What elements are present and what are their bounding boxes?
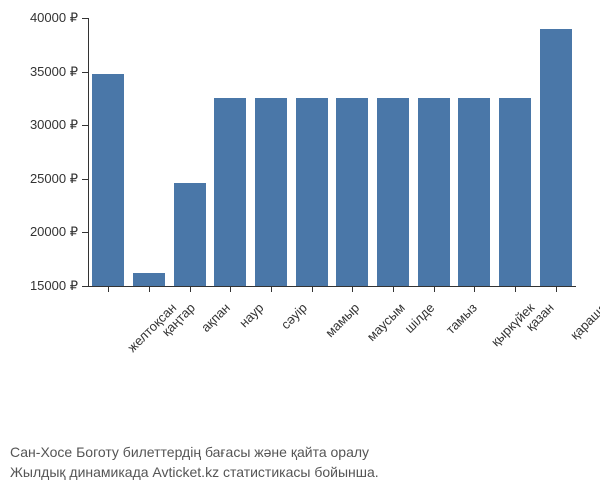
x-tick-mark [149, 286, 150, 292]
y-tick-mark [82, 286, 88, 287]
y-tick-label: 15000 ₽ [30, 278, 78, 294]
x-axis-line [88, 286, 576, 287]
y-tick-mark [82, 72, 88, 73]
x-tick-label: сәуір [278, 300, 310, 332]
bar [92, 74, 124, 286]
bar [296, 98, 328, 286]
bar [540, 29, 572, 286]
bars-group [88, 18, 576, 286]
y-tick-mark [82, 179, 88, 180]
y-tick-label: 40000 ₽ [30, 10, 78, 26]
x-tick-mark [352, 286, 353, 292]
x-tick-mark [271, 286, 272, 292]
x-tick-mark [434, 286, 435, 292]
bar [377, 98, 409, 286]
x-tick-mark [312, 286, 313, 292]
y-tick-mark [82, 18, 88, 19]
plot-area [88, 18, 576, 286]
x-tick-mark [556, 286, 557, 292]
y-tick-label: 25000 ₽ [30, 171, 78, 187]
y-tick-label: 35000 ₽ [30, 64, 78, 80]
x-tick-label: шілде [401, 300, 437, 336]
x-tick-mark [393, 286, 394, 292]
bar [499, 98, 531, 286]
caption-line-1: Сан-Хосе Боготу билеттердің бағасы және … [10, 442, 590, 462]
chart-container: 15000 ₽ 20000 ₽ 25000 ₽ 30000 ₽ 35000 ₽ 40000… [0, 0, 600, 500]
x-tick-mark [108, 286, 109, 292]
y-tick-mark [82, 125, 88, 126]
x-axis-labels: желтоқсанқаңтарақпаннаурсәуірмамырмаусым… [88, 296, 576, 416]
x-tick-label: тамыз [443, 300, 480, 337]
bar [458, 98, 490, 286]
bar [214, 98, 246, 286]
chart-caption: Сан-Хосе Боготу билеттердің бағасы және … [10, 442, 590, 483]
x-tick-label: мамыр [322, 300, 362, 340]
caption-line-2: Жылдық динамикада Avticket.kz статистика… [10, 462, 590, 482]
x-tick-mark [515, 286, 516, 292]
x-tick-label: маусым [364, 300, 408, 344]
x-tick-label: ақпан [198, 300, 233, 335]
bar [255, 98, 287, 286]
y-tick-mark [82, 232, 88, 233]
y-tick-label: 20000 ₽ [30, 224, 78, 240]
bar [133, 273, 165, 286]
x-tick-mark [474, 286, 475, 292]
bar [336, 98, 368, 286]
x-tick-mark [230, 286, 231, 292]
bar [418, 98, 450, 286]
y-axis: 15000 ₽20000 ₽25000 ₽30000 ₽35000 ₽40000… [0, 18, 86, 286]
x-tick-mark [190, 286, 191, 292]
x-tick-label: наур [236, 300, 266, 330]
y-tick-label: 30000 ₽ [30, 117, 78, 133]
x-tick-label: қараша [567, 300, 600, 342]
bar [174, 183, 206, 286]
